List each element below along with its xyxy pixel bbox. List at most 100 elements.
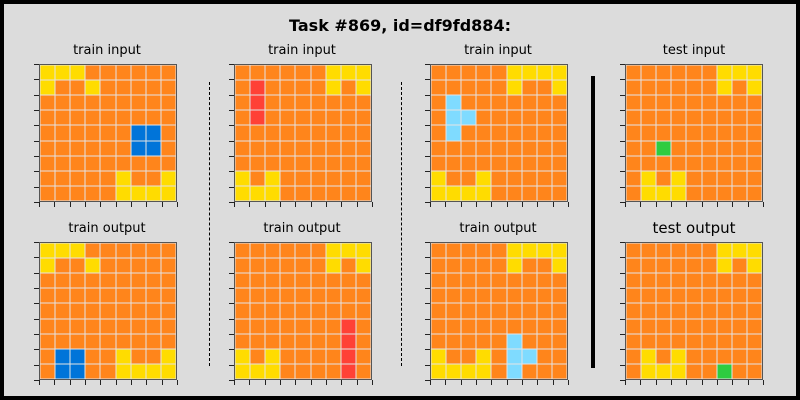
grid-cell: [686, 363, 702, 379]
grid-cell: [521, 288, 537, 304]
grid-cell: [85, 363, 101, 379]
grid-cell: [641, 258, 657, 274]
grid-cell: [656, 65, 672, 81]
grid-cell: [130, 185, 146, 201]
axis-tick: [295, 202, 297, 207]
grid-cell: [431, 288, 447, 304]
grid-cell: [70, 95, 86, 111]
grid-cell: [446, 243, 462, 259]
grid-cell: [656, 273, 672, 289]
grid-cell: [85, 110, 101, 126]
grid-cell: [325, 95, 341, 111]
grid-cell: [431, 80, 447, 96]
grid-cell: [461, 318, 477, 334]
axis-tick: [425, 156, 430, 157]
grid-cell: [551, 170, 567, 186]
grid-cell: [551, 363, 567, 379]
grid-cell: [85, 348, 101, 364]
grid-cell: [145, 333, 161, 349]
axis-tick: [425, 288, 430, 289]
grid-cell: [235, 80, 251, 96]
grid-cell: [355, 95, 371, 111]
grid-cell: [506, 333, 522, 349]
grid-cell: [746, 155, 762, 171]
axis-tick: [732, 380, 734, 385]
grid-cell: [130, 65, 146, 81]
grid-cell: [461, 65, 477, 81]
grid-cell: [731, 185, 747, 201]
separator-dashed-1: [209, 82, 210, 366]
grid-cell: [431, 273, 447, 289]
grid-cell: [701, 155, 717, 171]
grid-cell: [506, 155, 522, 171]
grid-cell: [551, 80, 567, 96]
grid-cell: [746, 363, 762, 379]
grid-cell: [521, 273, 537, 289]
grid-cell: [536, 318, 552, 334]
grid-cell: [446, 155, 462, 171]
grid-cell: [716, 348, 732, 364]
axis-tick: [326, 202, 327, 207]
grid-cell: [521, 348, 537, 364]
grid-cell: [431, 140, 447, 156]
grid-cell: [40, 333, 56, 349]
axis-tick: [234, 202, 235, 207]
grid-cell: [536, 125, 552, 141]
grid-cell: [325, 363, 341, 379]
grid-cell: [355, 273, 371, 289]
grid-cell: [160, 333, 176, 349]
grid-cell: [431, 185, 447, 201]
grid-cell: [115, 80, 131, 96]
axis-tick: [476, 202, 477, 207]
grid-cell: [55, 155, 71, 171]
grid-cell: [731, 273, 747, 289]
grid-cell: [265, 140, 281, 156]
grid-cell: [295, 140, 311, 156]
grid-cell: [265, 348, 281, 364]
axis-tick: [537, 380, 539, 385]
grid-cell: [731, 125, 747, 141]
grid-cell: [431, 243, 447, 259]
grid-cell: [340, 273, 356, 289]
grid-cell: [731, 258, 747, 274]
grid-cell: [731, 318, 747, 334]
grid-cell: [145, 170, 161, 186]
grid-cell: [476, 140, 492, 156]
grid-cell: [340, 303, 356, 319]
axis-tick: [425, 334, 430, 335]
grid-cell: [461, 185, 477, 201]
grid-cell: [461, 155, 477, 171]
grid-cell: [70, 140, 86, 156]
grid-cell: [310, 170, 326, 186]
grid-cell: [731, 140, 747, 156]
grid-cell: [100, 95, 116, 111]
grid-cell: [145, 243, 161, 259]
grid-cell: [355, 348, 371, 364]
grid-cell: [235, 155, 251, 171]
grid-cell: [310, 125, 326, 141]
grid-cell: [476, 348, 492, 364]
grid-cell: [250, 80, 266, 96]
grid-cell: [476, 110, 492, 126]
grid-cell: [551, 65, 567, 81]
grid-cell: [506, 185, 522, 201]
grid-cell: [671, 125, 687, 141]
grid-cell: [521, 95, 537, 111]
grid-cell: [551, 303, 567, 319]
axis-tick: [54, 202, 56, 207]
grid-cell: [491, 140, 507, 156]
grid-cell: [100, 363, 116, 379]
grid-cell: [491, 185, 507, 201]
grid-cell: [280, 333, 296, 349]
axis-tick: [620, 125, 625, 127]
grid-cell: [85, 155, 101, 171]
grid-cell: [446, 363, 462, 379]
grid-cell: [295, 303, 311, 319]
grid-cell: [641, 273, 657, 289]
grid-cell: [446, 258, 462, 274]
axis-tick: [280, 202, 281, 207]
grid-cell: [521, 303, 537, 319]
grid-cell: [461, 288, 477, 304]
grid-cell: [85, 258, 101, 274]
grid-cell: [446, 185, 462, 201]
